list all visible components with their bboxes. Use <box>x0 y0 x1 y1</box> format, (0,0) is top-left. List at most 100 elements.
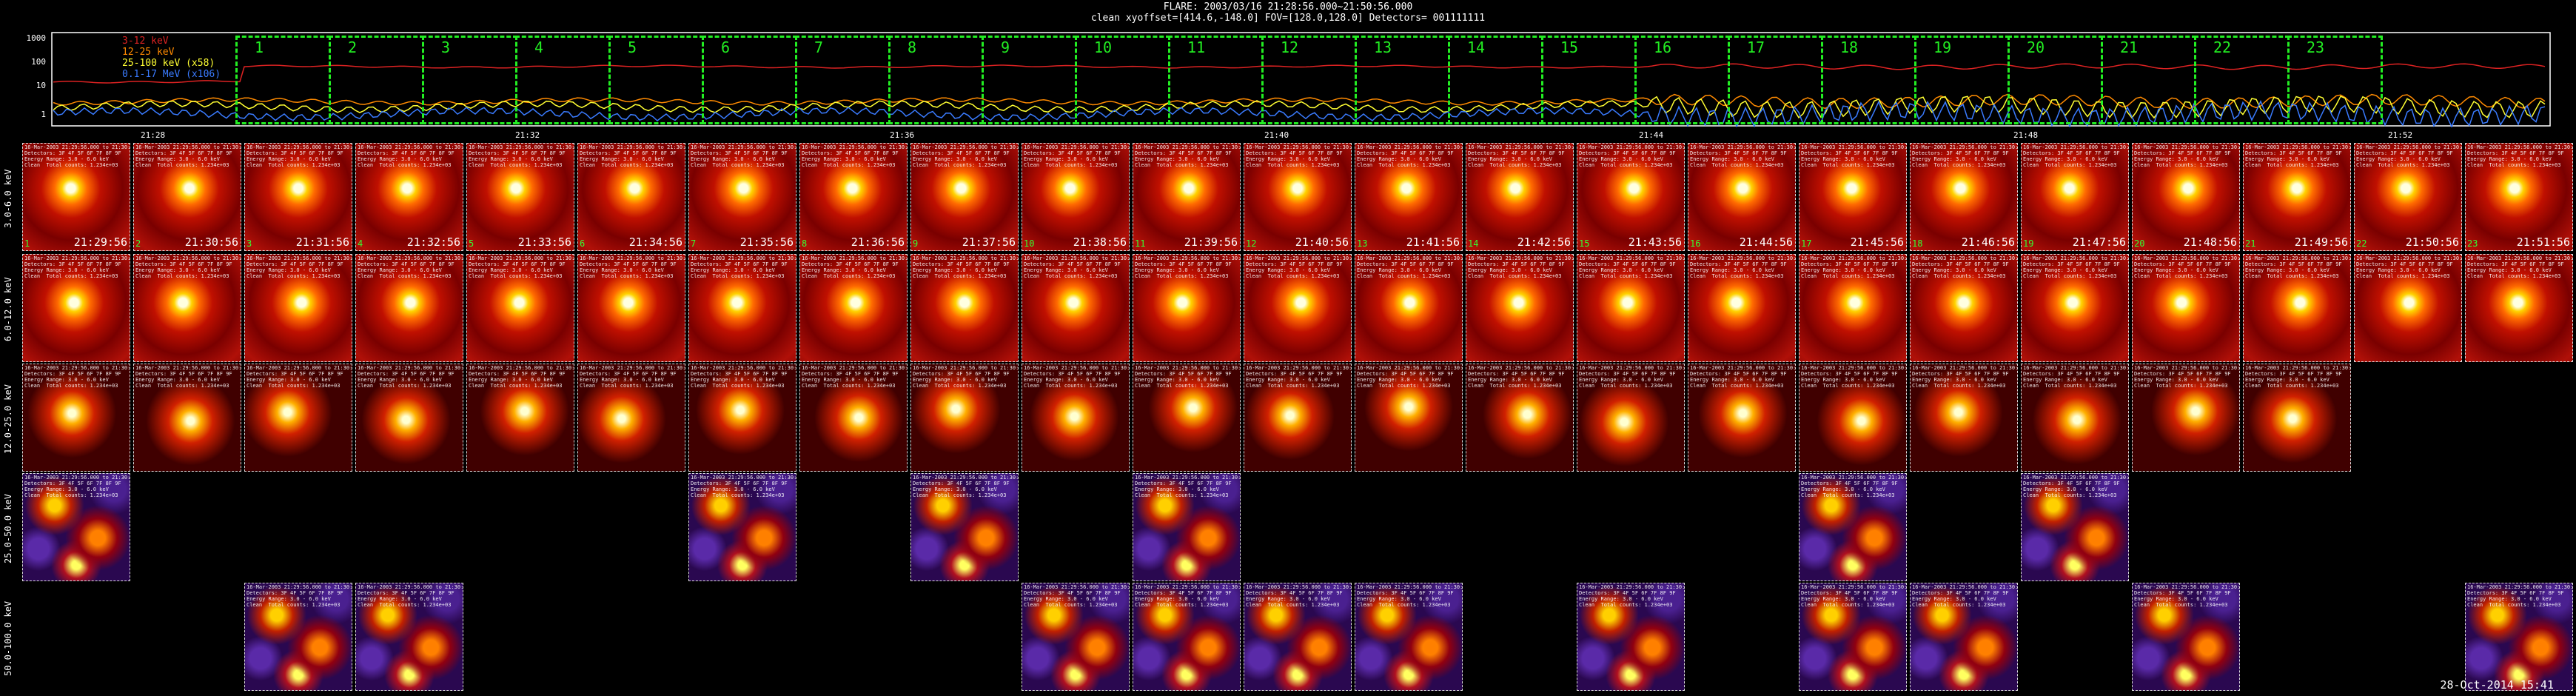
image-panel[interactable]: 16-Mar-2003 21:29:56.000 to 21:30:56 Det… <box>1688 364 1796 472</box>
image-panel[interactable]: 16-Mar-2003 21:29:56.000 to 21:30:56 Det… <box>355 143 463 251</box>
image-panel[interactable]: 16-Mar-2003 21:29:56.000 to 21:30:56 Det… <box>1577 364 1685 472</box>
image-panel[interactable]: 16-Mar-2003 21:29:56.000 to 21:30:56 Det… <box>1799 473 1907 581</box>
image-panel[interactable]: 16-Mar-2003 21:29:56.000 to 21:30:56 Det… <box>2021 143 2129 251</box>
image-panel[interactable]: 16-Mar-2003 21:29:56.000 to 21:30:56 Det… <box>1133 364 1241 472</box>
image-panel[interactable]: 16-Mar-2003 21:29:56.000 to 21:30:56 Det… <box>355 254 463 362</box>
image-panel[interactable]: 16-Mar-2003 21:29:56.000 to 21:30:56 Det… <box>1910 364 2018 472</box>
image-panel[interactable]: 16-Mar-2003 21:29:56.000 to 21:30:56 Det… <box>2021 254 2129 362</box>
panel-info: 16-Mar-2003 21:29:56.000 to 21:30:56 Det… <box>1135 584 1241 608</box>
image-panel[interactable]: 16-Mar-2003 21:29:56.000 to 21:30:56 Det… <box>1688 254 1796 362</box>
image-panel[interactable]: 16-Mar-2003 21:29:56.000 to 21:30:56 Det… <box>1577 583 1685 691</box>
image-panel[interactable]: 16-Mar-2003 21:29:56.000 to 21:30:56 Det… <box>688 254 796 362</box>
lc-xtick: 21:40 <box>1264 130 1289 140</box>
image-panel[interactable]: 16-Mar-2003 21:29:56.000 to 21:30:56 Det… <box>244 583 352 691</box>
panel-index: 21 <box>2245 238 2256 249</box>
image-panel[interactable]: 16-Mar-2003 21:29:56.000 to 21:30:56 Det… <box>1355 583 1463 691</box>
image-panel[interactable]: 16-Mar-2003 21:29:56.000 to 21:30:56 Det… <box>910 364 1019 472</box>
image-panel[interactable]: 16-Mar-2003 21:29:56.000 to 21:30:56 Det… <box>2243 364 2351 472</box>
flare-params: clean xyoffset=[414.6,-148.0] FOV=[128.0… <box>1090 13 1486 24</box>
image-panel[interactable]: 16-Mar-2003 21:29:56.000 to 21:30:56 Det… <box>1799 583 1907 691</box>
image-panel[interactable]: 16-Mar-2003 21:29:56.000 to 21:30:56 Det… <box>466 143 574 251</box>
image-panel[interactable]: 16-Mar-2003 21:29:56.000 to 21:30:56 Det… <box>1022 254 1130 362</box>
image-panel[interactable]: 16-Mar-2003 21:29:56.000 to 21:30:56 Det… <box>2243 254 2351 362</box>
image-panel[interactable]: 16-Mar-2003 21:29:56.000 to 21:30:56 Det… <box>244 143 352 251</box>
image-panel[interactable]: 16-Mar-2003 21:29:56.000 to 21:30:56 Det… <box>2132 583 2240 691</box>
image-panel[interactable]: 16-Mar-2003 21:29:56.000 to 21:30:56 Det… <box>1355 143 1463 251</box>
image-panel[interactable]: 16-Mar-2003 21:29:56.000 to 21:30:56 Det… <box>133 143 241 251</box>
image-panel[interactable]: 16-Mar-2003 21:29:56.000 to 21:30:56 Det… <box>1910 143 2018 251</box>
image-panel[interactable]: 16-Mar-2003 21:29:56.000 to 21:30:56 Det… <box>1244 143 1352 251</box>
image-panel[interactable]: 16-Mar-2003 21:29:56.000 to 21:30:56 Det… <box>22 143 130 251</box>
image-panel[interactable]: 16-Mar-2003 21:29:56.000 to 21:30:56 Det… <box>2354 254 2462 362</box>
image-panel[interactable]: 16-Mar-2003 21:29:56.000 to 21:30:56 Det… <box>1244 364 1352 472</box>
image-panel[interactable]: 16-Mar-2003 21:29:56.000 to 21:30:56 Det… <box>355 583 463 691</box>
image-panel[interactable]: 16-Mar-2003 21:29:56.000 to 21:30:56 Det… <box>2465 583 2573 691</box>
image-panel[interactable]: 16-Mar-2003 21:29:56.000 to 21:30:56 Det… <box>2021 364 2129 472</box>
image-panel[interactable]: 16-Mar-2003 21:29:56.000 to 21:30:56 Det… <box>1022 143 1130 251</box>
image-panel[interactable]: 16-Mar-2003 21:29:56.000 to 21:30:56 Det… <box>466 364 574 472</box>
image-panel[interactable]: 16-Mar-2003 21:29:56.000 to 21:30:56 Det… <box>2021 473 2129 581</box>
image-panel[interactable]: 16-Mar-2003 21:29:56.000 to 21:30:56 Det… <box>1799 254 1907 362</box>
image-panel[interactable]: 16-Mar-2003 21:29:56.000 to 21:30:56 Det… <box>1355 364 1463 472</box>
image-panel[interactable]: 16-Mar-2003 21:29:56.000 to 21:30:56 Det… <box>244 364 352 472</box>
image-panel[interactable]: 16-Mar-2003 21:29:56.000 to 21:30:56 Det… <box>1022 583 1130 691</box>
image-panel[interactable]: 16-Mar-2003 21:29:56.000 to 21:30:56 Det… <box>799 254 908 362</box>
image-panel[interactable]: 16-Mar-2003 21:29:56.000 to 21:30:56 Det… <box>1577 143 1685 251</box>
interval-box <box>1541 36 1637 124</box>
image-panel[interactable]: 16-Mar-2003 21:29:56.000 to 21:30:56 Det… <box>1688 143 1796 251</box>
image-panel[interactable]: 16-Mar-2003 21:29:56.000 to 21:30:56 Det… <box>910 143 1019 251</box>
image-panel[interactable]: 16-Mar-2003 21:29:56.000 to 21:30:56 Det… <box>577 254 685 362</box>
image-panel[interactable]: 16-Mar-2003 21:29:56.000 to 21:30:56 Det… <box>1244 254 1352 362</box>
panel-info: 16-Mar-2003 21:29:56.000 to 21:30:56 Det… <box>246 255 352 279</box>
image-panel[interactable]: 16-Mar-2003 21:29:56.000 to 21:30:56 Det… <box>688 473 796 581</box>
image-panel[interactable]: 16-Mar-2003 21:29:56.000 to 21:30:56 Det… <box>799 143 908 251</box>
image-panel[interactable]: 16-Mar-2003 21:29:56.000 to 21:30:56 Det… <box>1466 254 1574 362</box>
image-panel[interactable]: 16-Mar-2003 21:29:56.000 to 21:30:56 Det… <box>910 254 1019 362</box>
panel-time: 21:47:56 <box>2072 235 2126 249</box>
image-panel[interactable]: 16-Mar-2003 21:29:56.000 to 21:30:56 Det… <box>2354 143 2462 251</box>
image-panel[interactable]: 16-Mar-2003 21:29:56.000 to 21:30:56 Det… <box>2465 254 2573 362</box>
image-panel[interactable]: 16-Mar-2003 21:29:56.000 to 21:30:56 Det… <box>799 364 908 472</box>
flare-title: FLARE: 2003/03/16 21:28:56.000~21:50:56.… <box>1163 1 1413 13</box>
image-panel[interactable]: 16-Mar-2003 21:29:56.000 to 21:30:56 Det… <box>2132 143 2240 251</box>
image-panel[interactable]: 16-Mar-2003 21:29:56.000 to 21:30:56 Det… <box>1244 583 1352 691</box>
image-panel[interactable]: 16-Mar-2003 21:29:56.000 to 21:30:56 Det… <box>1910 583 2018 691</box>
image-panel[interactable]: 16-Mar-2003 21:29:56.000 to 21:30:56 Det… <box>355 364 463 472</box>
panel-info: 16-Mar-2003 21:29:56.000 to 21:30:56 Det… <box>2356 144 2462 168</box>
image-panel[interactable]: 16-Mar-2003 21:29:56.000 to 21:30:56 Det… <box>2465 143 2573 251</box>
image-panel[interactable]: 16-Mar-2003 21:29:56.000 to 21:30:56 Det… <box>1910 254 2018 362</box>
image-panel[interactable]: 16-Mar-2003 21:29:56.000 to 21:30:56 Det… <box>2132 364 2240 472</box>
image-panel[interactable]: 16-Mar-2003 21:29:56.000 to 21:30:56 Det… <box>688 364 796 472</box>
interval-number: 7 <box>814 39 824 56</box>
interval-number: 4 <box>534 39 544 56</box>
image-panel[interactable]: 16-Mar-2003 21:29:56.000 to 21:30:56 Det… <box>1133 583 1241 691</box>
image-panel[interactable]: 16-Mar-2003 21:29:56.000 to 21:30:56 Det… <box>577 143 685 251</box>
image-panel[interactable]: 16-Mar-2003 21:29:56.000 to 21:30:56 Det… <box>1133 143 1241 251</box>
image-panel[interactable]: 16-Mar-2003 21:29:56.000 to 21:30:56 Det… <box>1022 364 1130 472</box>
panel-info: 16-Mar-2003 21:29:56.000 to 21:30:56 Det… <box>2134 365 2240 389</box>
image-panel[interactable]: 16-Mar-2003 21:29:56.000 to 21:30:56 Det… <box>1799 364 1907 472</box>
image-panel[interactable]: 16-Mar-2003 21:29:56.000 to 21:30:56 Det… <box>2132 254 2240 362</box>
image-panel[interactable]: 16-Mar-2003 21:29:56.000 to 21:30:56 Det… <box>577 364 685 472</box>
image-panel[interactable]: 16-Mar-2003 21:29:56.000 to 21:30:56 Det… <box>22 473 130 581</box>
image-panel[interactable]: 16-Mar-2003 21:29:56.000 to 21:30:56 Det… <box>688 143 796 251</box>
image-panel[interactable]: 16-Mar-2003 21:29:56.000 to 21:30:56 Det… <box>910 473 1019 581</box>
image-panel[interactable]: 16-Mar-2003 21:29:56.000 to 21:30:56 Det… <box>466 254 574 362</box>
image-panel[interactable]: 16-Mar-2003 21:29:56.000 to 21:30:56 Det… <box>1466 364 1574 472</box>
image-panel[interactable]: 16-Mar-2003 21:29:56.000 to 21:30:56 Det… <box>22 254 130 362</box>
image-panel[interactable]: 16-Mar-2003 21:29:56.000 to 21:30:56 Det… <box>1133 254 1241 362</box>
image-panel[interactable]: 16-Mar-2003 21:29:56.000 to 21:30:56 Det… <box>22 364 130 472</box>
image-panel[interactable]: 16-Mar-2003 21:29:56.000 to 21:30:56 Det… <box>1466 143 1574 251</box>
image-panel[interactable]: 16-Mar-2003 21:29:56.000 to 21:30:56 Det… <box>1133 473 1241 581</box>
panel-info: 16-Mar-2003 21:29:56.000 to 21:30:56 Det… <box>1357 255 1463 279</box>
panel-info: 16-Mar-2003 21:29:56.000 to 21:30:56 Det… <box>1246 255 1352 279</box>
image-panel[interactable]: 16-Mar-2003 21:29:56.000 to 21:30:56 Det… <box>244 254 352 362</box>
image-panel[interactable]: 16-Mar-2003 21:29:56.000 to 21:30:56 Det… <box>1799 143 1907 251</box>
image-panel[interactable]: 16-Mar-2003 21:29:56.000 to 21:30:56 Det… <box>133 364 241 472</box>
image-panel[interactable]: 16-Mar-2003 21:29:56.000 to 21:30:56 Det… <box>1355 254 1463 362</box>
image-panel[interactable]: 16-Mar-2003 21:29:56.000 to 21:30:56 Det… <box>133 254 241 362</box>
panel-time: 21:35:56 <box>739 235 794 249</box>
panel-info: 16-Mar-2003 21:29:56.000 to 21:30:56 Det… <box>1579 144 1685 168</box>
image-panel[interactable]: 16-Mar-2003 21:29:56.000 to 21:30:56 Det… <box>2243 143 2351 251</box>
image-panel[interactable]: 16-Mar-2003 21:29:56.000 to 21:30:56 Det… <box>1577 254 1685 362</box>
